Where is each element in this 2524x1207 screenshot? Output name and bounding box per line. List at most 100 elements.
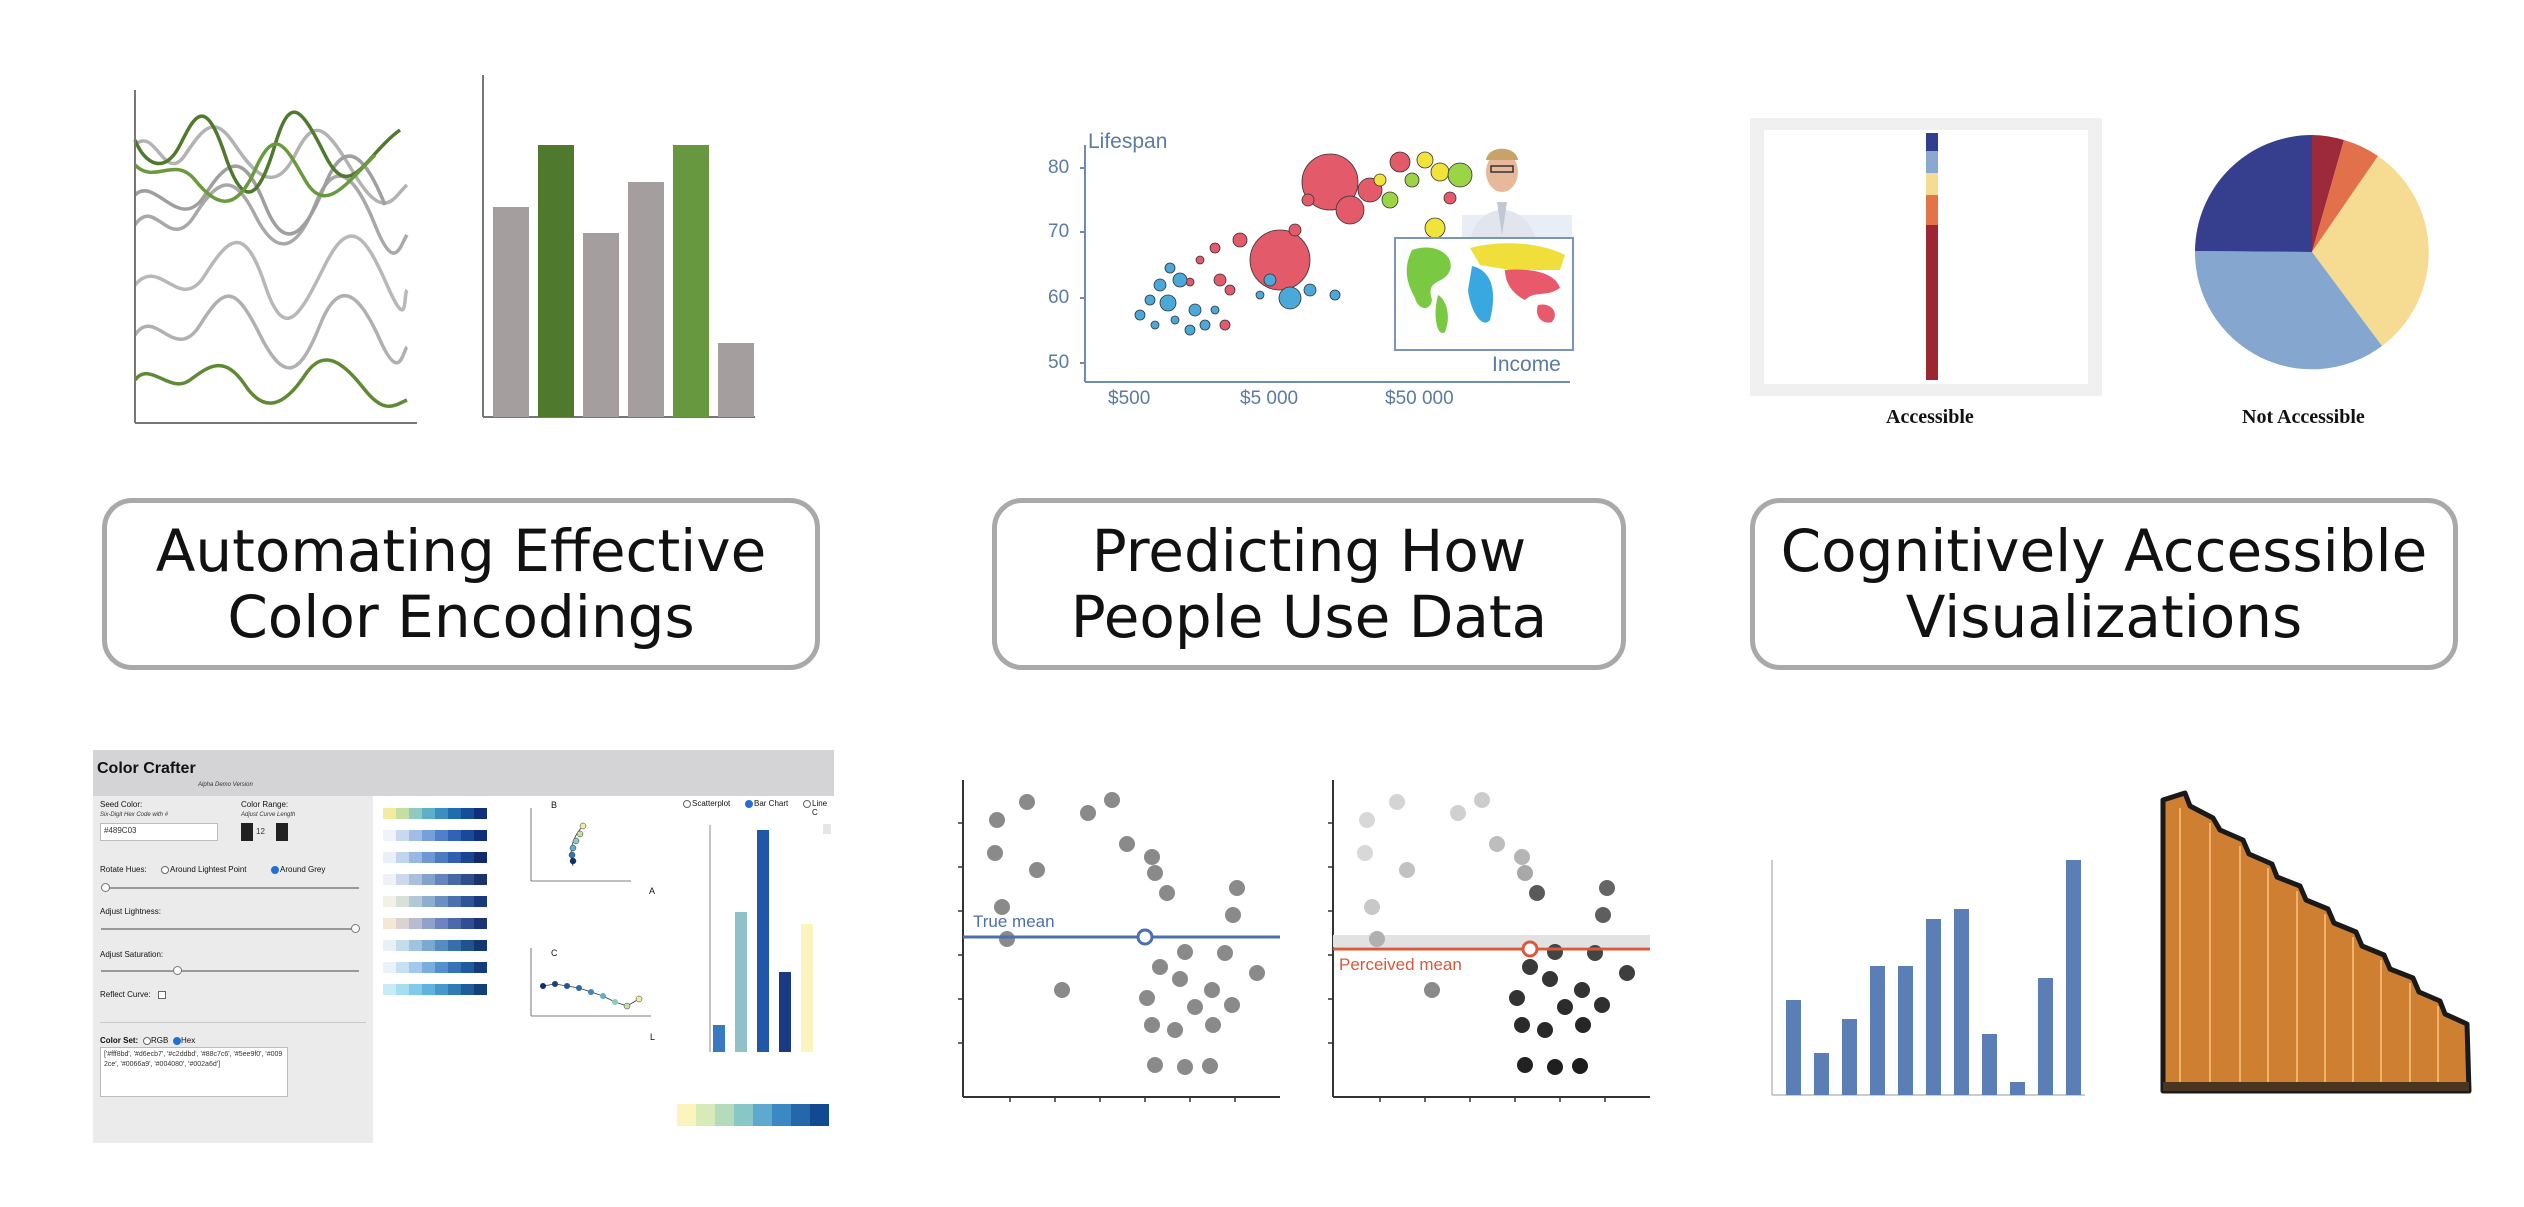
blue-bar-chart: [1771, 860, 2085, 1096]
bar: [801, 924, 813, 1052]
rotate-option-label: Around Grey: [280, 865, 326, 874]
bar: [718, 343, 754, 417]
chart-type-radio[interactable]: [803, 800, 811, 808]
card-cognitive-access: Cognitively Accessible Visualizations: [1750, 498, 2458, 670]
bar: [2066, 860, 2081, 1095]
radio-lightest[interactable]: [161, 866, 169, 874]
bar: [1954, 909, 1969, 1095]
bar: [1982, 1034, 1997, 1095]
color-set-option: Hex: [181, 1036, 196, 1045]
panel-divider: [100, 1022, 366, 1023]
x-axis-label: Income: [1492, 353, 1561, 376]
wiggly-line-chart: [133, 90, 417, 424]
bar: [2010, 1082, 2025, 1095]
palette-strip: [383, 982, 487, 995]
bar: [757, 830, 769, 1052]
range-increment-button[interactable]: [276, 823, 288, 841]
app-header: [93, 750, 834, 796]
saturation-slider[interactable]: [101, 970, 359, 972]
bar: [628, 182, 664, 417]
y-tick: 50: [1048, 352, 1070, 373]
bar: [1814, 1053, 1829, 1095]
bar: [538, 145, 574, 417]
chart-type-label: Line C: [812, 799, 828, 817]
plot-label-a: A: [649, 886, 656, 896]
curve-plot-b: [530, 808, 631, 882]
palette-strip: [383, 938, 487, 951]
grey-line: [133, 293, 409, 370]
rotate-option-label: Around Lightest Point: [170, 865, 247, 874]
rotate-hues-label: Rotate Hues:: [100, 865, 147, 874]
card-title-line: Color Encodings: [227, 583, 695, 651]
staircase-illustration: [2160, 790, 2472, 1094]
color-set-label: Color Set:: [100, 1036, 139, 1045]
slider-knob[interactable]: [101, 883, 110, 892]
bar: [1898, 966, 1913, 1095]
radio-hex[interactable]: [173, 1037, 181, 1045]
green-line: [133, 358, 408, 408]
seed-color-input[interactable]: #489C03: [100, 823, 218, 841]
x-tick: $50 000: [1385, 388, 1454, 409]
not-accessible-pie: [2194, 135, 2429, 370]
bar: [2038, 978, 2053, 1095]
slider-knob[interactable]: [351, 924, 360, 933]
lightness-label: Adjust Lightness:: [100, 907, 161, 916]
radio-rgb[interactable]: [143, 1037, 151, 1045]
output-palette: [677, 1104, 829, 1126]
bar: [1870, 966, 1885, 1095]
not-accessible-caption: Not Accessible: [2242, 406, 2365, 428]
y-tick: 70: [1048, 221, 1070, 242]
saturation-label: Adjust Saturation:: [100, 950, 164, 959]
bar: [1786, 1000, 1801, 1095]
range-decrement-button[interactable]: [241, 823, 253, 841]
range-value: 12: [256, 827, 265, 836]
palette-strip: [383, 916, 487, 929]
card-title-line: Predicting How: [1091, 517, 1527, 585]
card-predicting-data: Predicting How People Use Data: [992, 498, 1626, 670]
color-set-option: RGB: [151, 1036, 169, 1045]
palette-strip: [383, 872, 487, 885]
y-tick: 60: [1048, 287, 1070, 308]
palette-strip: [383, 894, 487, 907]
chart-type-label: Scatterplot: [692, 799, 731, 808]
true-mean-label: True mean: [973, 912, 1055, 931]
color-set-textarea[interactable]: ['#fff8bd', '#d6ecb7', '#c2ddbd', '#88c7…: [100, 1047, 288, 1097]
palette-strip: [383, 960, 487, 973]
bar: [1926, 919, 1941, 1095]
card-title-line: Automating Effective: [155, 517, 767, 585]
slider-knob[interactable]: [173, 966, 182, 975]
lightness-slider[interactable]: [101, 928, 359, 930]
chart-type-radio[interactable]: [745, 800, 753, 808]
palette-strip: [383, 828, 487, 841]
bar: [583, 233, 619, 417]
reflect-curve-label: Reflect Curve:: [100, 990, 151, 999]
card-automating-color: Automating Effective Color Encodings: [102, 498, 820, 670]
bar: [493, 207, 529, 417]
color-crafter-app: Color Crafter Alpha Demo Version Seed Co…: [93, 750, 834, 1143]
seed-color-hint: Six-Digit Hex Code with #: [100, 812, 169, 818]
perceived-mean-dot-plot: Perceived mean: [1325, 775, 1655, 1105]
radio-grey[interactable]: [271, 866, 279, 874]
green-line: [133, 110, 402, 194]
y-axis-label: Lifespan: [1088, 130, 1168, 153]
bar: [735, 912, 747, 1052]
accessible-stacked-bar: [1926, 133, 1938, 380]
card-title-line: Visualizations: [1905, 583, 2303, 651]
rotate-slider[interactable]: [101, 887, 359, 889]
grey-line: [133, 234, 409, 320]
x-tick: $5 000: [1240, 388, 1299, 409]
card-title-line: Cognitively Accessible: [1780, 517, 2428, 585]
palette-strip: [383, 850, 487, 863]
color-range-label: Color Range:: [241, 800, 289, 809]
palette-strip: [383, 806, 487, 819]
reflect-checkbox[interactable]: [158, 991, 166, 999]
plot-label-c: C: [551, 948, 558, 958]
plot-label-b: B: [551, 800, 558, 810]
card-title-line: People Use Data: [1070, 583, 1548, 651]
chart-type-radio[interactable]: [683, 800, 691, 808]
bar: [1842, 1019, 1857, 1095]
grey-line: [133, 174, 409, 255]
color-range-hint: Adjust Curve Length: [241, 812, 296, 818]
green-grey-bar-chart: [482, 75, 755, 418]
accessible-chart-frame: [1750, 118, 2102, 396]
